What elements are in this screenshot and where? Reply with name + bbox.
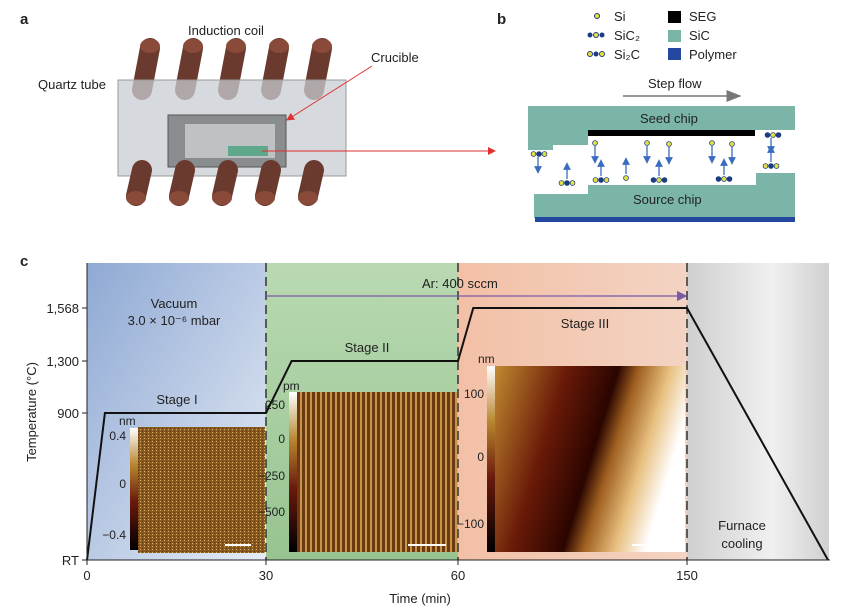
coil-end	[169, 191, 189, 205]
afm-image	[495, 366, 685, 552]
chips	[228, 146, 268, 156]
coil-end	[312, 39, 332, 53]
panel-b-letter: b	[497, 11, 506, 28]
step-flow-label: Step flow	[648, 76, 702, 91]
inset-tick: 0	[278, 432, 285, 446]
si2c-icon	[587, 51, 605, 57]
legend-si2c: Si₂C	[614, 47, 640, 62]
y-tick-label: 900	[57, 406, 79, 421]
sic2-molecule	[650, 177, 668, 183]
si-molecule	[623, 175, 629, 181]
crucible-label: Crucible	[371, 50, 419, 65]
coil-end	[226, 39, 246, 53]
polymer-layer	[535, 217, 795, 222]
inset-unit: pm	[283, 379, 300, 393]
cooling-label-1: Furnace	[718, 518, 766, 533]
y-tick-label: 1,568	[46, 301, 79, 316]
si2c-molecule	[592, 177, 610, 183]
x-tick-label: 0	[83, 568, 90, 583]
coil-end	[212, 191, 232, 205]
stage-ii-label: Stage II	[345, 340, 390, 355]
legend-sic2: SiC₂	[614, 28, 640, 43]
vacuum-label: Vacuum	[151, 296, 198, 311]
coil-end	[126, 191, 146, 205]
inset-tick: 0	[477, 450, 484, 464]
pressure-label: 3.0 × 10⁻⁶ mbar	[128, 313, 221, 328]
afm-inset-stage-iii: nm 100 0 −100	[457, 352, 685, 552]
x-tick-label: 60	[451, 568, 465, 583]
coil-end	[298, 191, 318, 205]
inset-unit: nm	[478, 352, 495, 366]
si-molecule	[729, 141, 735, 147]
sic2-icon	[587, 32, 605, 38]
crucible-pointer	[286, 65, 373, 121]
source-chip	[534, 173, 795, 218]
inset-unit: nm	[119, 414, 136, 428]
stage-i-label: Stage I	[156, 392, 197, 407]
ar-flow-label: Ar: 400 sccm	[422, 276, 498, 291]
furnace-drawing	[117, 38, 347, 206]
source-chip-label: Source chip	[633, 192, 702, 207]
panel-a-letter: a	[20, 11, 29, 28]
colorbar	[487, 366, 495, 552]
y-tick-label: RT	[62, 553, 79, 568]
inset-tick: 250	[265, 398, 285, 412]
sic2-molecule	[715, 176, 733, 182]
si-molecule	[592, 140, 598, 146]
si2c-molecule	[762, 163, 780, 169]
legend-sic: SiC	[689, 28, 710, 43]
sic2-molecule	[764, 132, 782, 138]
coil-end	[269, 39, 289, 53]
seed-chip	[528, 106, 795, 150]
molecules	[530, 132, 782, 186]
temperature-profile	[86, 307, 829, 561]
cooling-region	[687, 263, 829, 560]
ticks: 0 30 60 150 RT 900 1,300 1,568	[46, 301, 697, 583]
inset-tick: −0.4	[102, 528, 126, 542]
seg-layer	[588, 130, 755, 136]
si2c-molecule	[530, 151, 548, 157]
si-molecule	[666, 141, 672, 147]
si-molecule	[709, 140, 715, 146]
afm-image	[138, 427, 265, 553]
colorbar	[289, 392, 297, 552]
induction-coil-label: Induction coil	[188, 23, 264, 38]
legend-polymer: Polymer	[689, 47, 737, 62]
colorbar	[130, 428, 138, 550]
afm-inset-stage-i: nm 0.4 0 −0.4	[102, 414, 265, 553]
cooling-label-2: cooling	[721, 536, 762, 551]
x-axis-label: Time (min)	[389, 591, 451, 606]
y-axis-label: Temperature (°C)	[24, 362, 39, 462]
y-tick-label: 1,300	[46, 354, 79, 369]
si-molecule	[644, 140, 650, 146]
legend: Si SiC₂ Si₂C SEG SiC Polymer	[587, 9, 737, 62]
afm-image	[297, 392, 457, 552]
si2c-molecule	[558, 180, 576, 186]
seed-chip-label: Seed chip	[640, 111, 698, 126]
coil-end	[140, 39, 160, 53]
induction-coil-front	[126, 160, 324, 206]
panel-c-letter: c	[20, 253, 28, 270]
inset-tick: 0	[119, 477, 126, 491]
inset-tick: −100	[457, 517, 484, 531]
quartz-tube-label: Quartz tube	[38, 77, 106, 92]
coil-end	[183, 39, 203, 53]
inset-tick: 100	[464, 387, 484, 401]
x-tick-label: 150	[676, 568, 698, 583]
coil-end	[255, 191, 275, 205]
inset-tick: −250	[258, 469, 285, 483]
stage-iii-label: Stage III	[561, 316, 609, 331]
inset-tick: −500	[258, 505, 285, 519]
legend-seg: SEG	[689, 9, 716, 24]
afm-inset-stage-ii: pm 250 0 −250 −500	[258, 379, 457, 552]
x-tick-label: 30	[259, 568, 273, 583]
inset-tick: 0.4	[109, 429, 126, 443]
legend-si: Si	[614, 9, 626, 24]
